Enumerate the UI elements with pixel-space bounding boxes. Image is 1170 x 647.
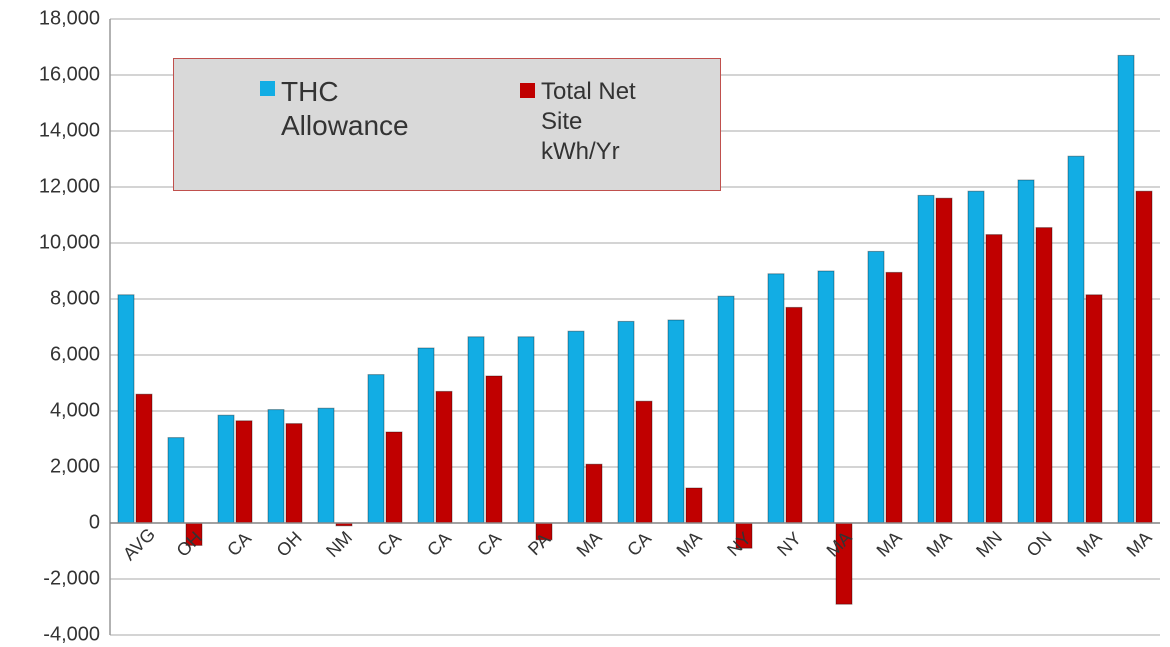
x-tick-label: ON [1022,527,1055,560]
legend-item: THC Allowance [260,75,450,143]
bar [967,190,985,524]
x-tick-label: AVG [119,524,159,564]
y-tick-label: 12,000 [39,175,100,197]
bar [167,437,185,524]
bar [635,400,653,524]
bar [1017,179,1035,524]
bar [217,414,235,524]
x-tick-label: MA [922,527,955,560]
bar [1135,190,1153,524]
bar [117,294,135,524]
legend-swatch [260,81,275,96]
bar [235,420,253,524]
y-tick-label: -4,000 [43,623,100,645]
y-tick-label: 4,000 [50,399,100,421]
bar [685,487,703,524]
bar [767,273,785,524]
legend-swatch [520,83,535,98]
bar [485,375,503,524]
bar [435,390,453,524]
bar [1117,54,1135,524]
bar [1085,294,1103,524]
x-tick-label: MA [1072,527,1105,560]
bar [717,295,735,524]
x-tick-label: MA [872,527,905,560]
x-tick-label: CA [223,528,255,560]
bar [1067,155,1085,524]
legend: THC Allowance Total Net Site kWh/Yr [173,58,721,191]
x-tick-label: CA [623,528,655,560]
bar [135,393,153,524]
legend-label: Total Net Site kWh/Yr [541,78,636,165]
x-tick-label: MN [972,527,1006,561]
bar [817,270,835,524]
bar [585,463,603,524]
x-tick-label: OH [272,527,305,560]
bar [1035,227,1053,524]
bar [467,336,485,524]
y-tick-label: -2,000 [43,567,100,589]
y-tick-label: 10,000 [39,231,100,253]
y-tick-label: 0 [89,511,100,533]
bar [317,407,335,524]
x-tick-label: MA [1122,527,1155,560]
bar [567,330,585,524]
legend-label: THC Allowance [281,76,409,141]
bar [985,234,1003,524]
y-tick-label: 2,000 [50,455,100,477]
bar [885,271,903,524]
bar [617,320,635,524]
bar [267,409,285,524]
bar [867,250,885,524]
x-tick-label: NY [773,528,805,560]
bar [517,336,535,524]
x-tick-label: NM [322,527,356,561]
y-tick-label: 18,000 [39,7,100,29]
y-tick-label: 14,000 [39,119,100,141]
bar [417,347,435,524]
y-tick-label: 6,000 [50,343,100,365]
legend-item: Total Net Site kWh/Yr [520,77,670,167]
bar [667,319,685,524]
bar [785,306,803,524]
x-tick-label: CA [473,528,505,560]
x-tick-label: MA [572,527,605,560]
x-tick-label: CA [373,528,405,560]
y-tick-label: 16,000 [39,63,100,85]
bar [285,423,303,524]
y-tick-label: 8,000 [50,287,100,309]
bar [367,374,385,524]
x-tick-label: CA [423,528,455,560]
bar [935,197,953,524]
x-tick-label: MA [672,527,705,560]
bar [385,431,403,524]
bar [917,194,935,524]
